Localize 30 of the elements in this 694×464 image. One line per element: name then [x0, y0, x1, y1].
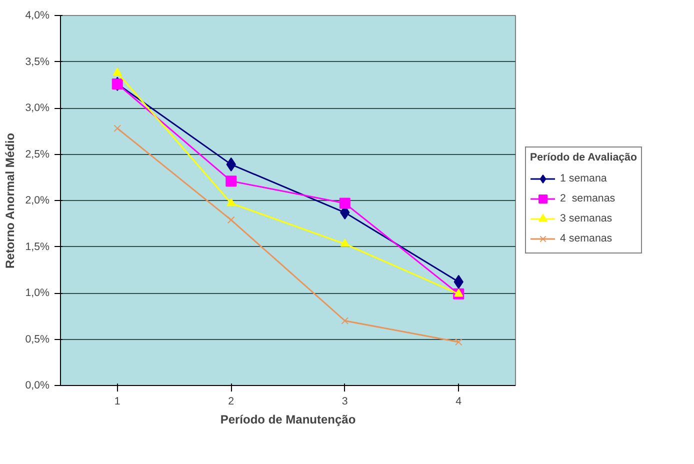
- y-axis-title: Retorno Anormal Médio: [3, 132, 18, 268]
- y-tick-label: 2,0%: [25, 194, 50, 206]
- y-tick-label: 3,0%: [25, 102, 50, 114]
- legend-title: Período de Avaliação: [530, 152, 637, 164]
- point: [114, 124, 122, 132]
- y-tick-label: 1,0%: [25, 287, 50, 299]
- legend-label: 4 semanas: [560, 232, 612, 244]
- point: [341, 317, 349, 324]
- x-tick-label: 3: [342, 396, 348, 408]
- x-tick-label: 2: [228, 396, 234, 408]
- legend-label: 3 semanas: [560, 212, 612, 224]
- point: [454, 288, 464, 297]
- y-tick-label: 4,0%: [25, 10, 50, 22]
- y-tick-label: 0,0%: [25, 380, 50, 392]
- y-tick-label: 3,5%: [25, 56, 50, 68]
- y-tick-label: 1,5%: [25, 240, 50, 253]
- point: [339, 198, 350, 209]
- y-tick-label: 0,5%: [25, 333, 50, 346]
- legend-label: 2 semanas: [560, 192, 616, 204]
- legend-label: 1 semana: [560, 172, 607, 184]
- y-tick-label: 2,5%: [25, 148, 50, 160]
- x-tick-label: 1: [114, 396, 120, 408]
- point: [227, 216, 235, 224]
- point: [454, 338, 462, 346]
- point: [340, 238, 350, 247]
- x-axis-title: Período de Manutenção: [220, 412, 356, 426]
- point: [226, 176, 237, 187]
- point: [112, 68, 122, 76]
- point: [226, 198, 236, 206]
- x-tick-label: 4: [456, 396, 462, 408]
